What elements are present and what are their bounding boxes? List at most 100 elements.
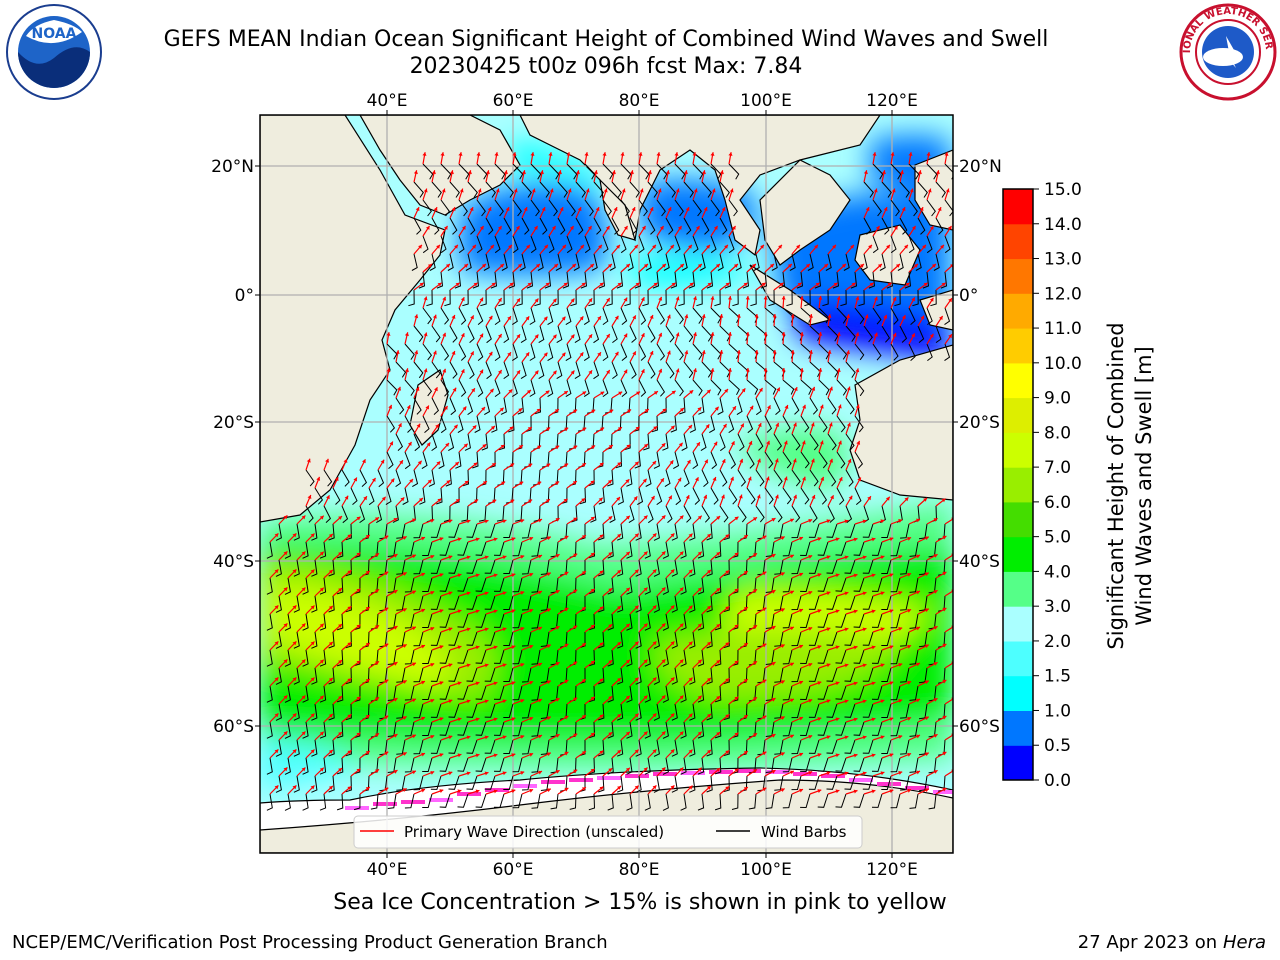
wave-direction-arrowhead <box>608 552 613 557</box>
wave-direction-arrowhead <box>590 516 595 521</box>
wind-barb <box>944 235 951 254</box>
wind-barb <box>332 487 341 505</box>
wave-direction-arrowhead <box>448 771 453 776</box>
wave-direction-arrowhead <box>907 716 912 721</box>
wave-direction-arrowhead <box>728 152 733 156</box>
wind-barb <box>853 541 865 556</box>
wave-direction-arrowhead <box>617 570 621 574</box>
wind-barb <box>565 307 572 326</box>
wind-barb <box>624 433 631 451</box>
wind-barb <box>900 703 910 719</box>
wind-barb <box>302 577 309 595</box>
wind-barb <box>728 451 737 469</box>
wave-direction-arrowhead <box>473 282 478 287</box>
wind-barb <box>396 667 406 683</box>
wave-direction-arrowhead <box>823 264 828 268</box>
wave-direction-arrowhead <box>457 789 462 794</box>
wave-direction-arrowhead <box>581 463 586 467</box>
wave-direction-arrowhead <box>688 244 692 249</box>
wave-direction-arrowhead <box>319 515 324 520</box>
wind-barb <box>644 685 651 703</box>
wave-direction-arrowhead <box>734 768 739 773</box>
wave-direction-arrowhead <box>564 643 569 648</box>
wind-barb <box>935 217 944 235</box>
wave-direction-arrowhead <box>695 477 699 482</box>
wind-barb <box>807 253 814 271</box>
wind-barb <box>774 667 784 683</box>
wind-barb <box>540 775 550 791</box>
wave-direction-arrowhead <box>880 663 885 668</box>
wind-barb <box>353 793 361 811</box>
wind-barb <box>609 253 616 271</box>
wind-barb <box>817 685 829 700</box>
wave-direction-arrowhead <box>555 554 560 558</box>
wind-barb <box>800 415 810 433</box>
wave-direction-arrowhead <box>640 297 645 302</box>
wave-direction-arrowhead <box>546 427 551 432</box>
wave-direction-arrowhead <box>599 282 604 287</box>
wave-direction-arrowhead <box>942 607 947 612</box>
wave-direction-arrowhead <box>933 518 938 522</box>
wave-direction-arrowhead <box>516 298 521 303</box>
wave-direction-arrowhead <box>889 681 894 686</box>
wave-direction-arrowhead <box>871 753 876 758</box>
wave-direction-arrowhead <box>375 517 379 521</box>
wave-direction-arrowhead <box>479 225 484 230</box>
wave-direction-arrowhead <box>716 588 721 592</box>
wave-direction-arrowhead <box>347 714 352 719</box>
wind-barb <box>556 361 563 380</box>
wave-direction-arrowhead <box>757 423 762 428</box>
wave-direction-arrowhead <box>608 696 613 701</box>
wind-barb <box>791 523 802 539</box>
wind-barb <box>750 289 757 307</box>
wave-direction-arrowhead <box>283 515 288 520</box>
wave-direction-arrowhead <box>439 537 444 541</box>
wind-barb <box>266 757 273 775</box>
wave-direction-arrowhead <box>745 332 750 336</box>
wave-direction-arrowhead <box>638 152 643 156</box>
wave-direction-arrowhead <box>828 386 833 391</box>
wind-barb <box>530 235 537 254</box>
wave-direction-arrowhead <box>461 225 466 230</box>
wave-direction-arrowhead <box>790 350 795 354</box>
wave-direction-arrowhead <box>526 390 531 394</box>
wind-barb <box>660 289 667 307</box>
wind-barb <box>845 325 856 342</box>
wave-direction-arrowhead <box>875 225 880 230</box>
wave-direction-arrowhead <box>634 569 639 574</box>
wave-direction-arrowhead <box>274 641 279 646</box>
wind-barb <box>647 217 656 235</box>
wave-direction-arrowhead <box>384 715 389 720</box>
wind-barb <box>404 793 415 809</box>
wind-barb <box>881 325 891 343</box>
wave-direction-arrowhead <box>399 460 403 465</box>
wind-barb <box>656 307 666 325</box>
wave-direction-arrowhead <box>652 461 656 465</box>
wave-direction-arrowhead <box>325 458 329 463</box>
wave-direction-arrowhead <box>356 768 361 773</box>
wave-direction-arrowhead <box>853 573 858 578</box>
wind-barb <box>791 667 802 683</box>
wind-barb <box>302 541 309 559</box>
wind-barb <box>645 253 652 271</box>
wind-barb <box>635 631 642 649</box>
wave-direction-arrowhead <box>783 476 788 481</box>
wave-direction-arrowhead <box>837 440 842 445</box>
wave-direction-arrowhead <box>661 731 666 736</box>
wave-direction-arrowhead <box>763 332 768 336</box>
wind-barb <box>732 289 739 307</box>
wave-direction-arrowhead <box>393 518 398 522</box>
wind-barb <box>345 595 352 613</box>
wind-barb <box>822 289 829 307</box>
wind-barb <box>645 469 652 487</box>
wave-direction-arrowhead <box>552 298 557 303</box>
wind-barb <box>827 361 839 378</box>
wave-direction-arrowhead <box>924 680 929 685</box>
wind-barbs-legend-label: Wind Barbs <box>761 823 847 841</box>
wave-direction-arrowhead <box>713 225 718 230</box>
wave-direction-arrowhead <box>898 626 903 631</box>
wave-direction-arrowhead <box>520 698 525 703</box>
wave-direction-arrowhead <box>581 787 586 791</box>
wind-barb <box>457 757 469 772</box>
wave-direction-arrowhead <box>829 458 833 463</box>
